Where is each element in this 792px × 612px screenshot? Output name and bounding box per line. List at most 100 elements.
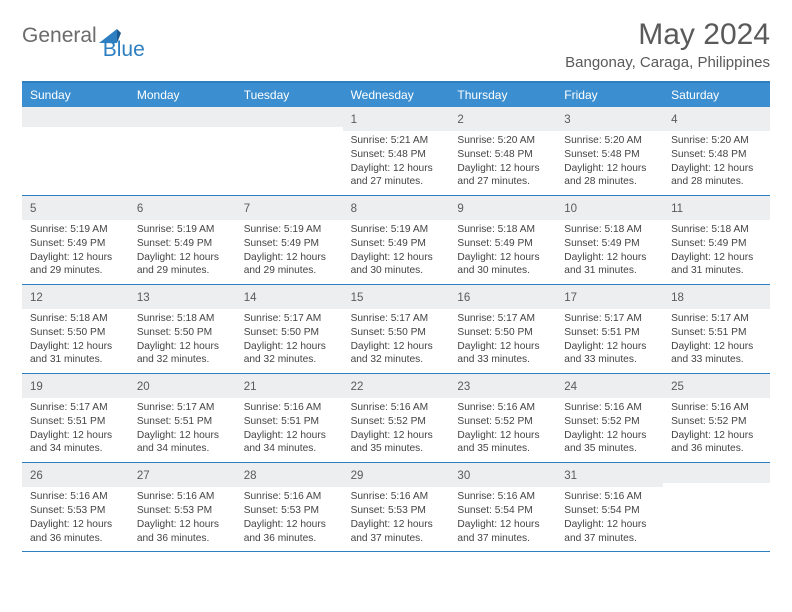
sunset-text: Sunset: 5:53 PM	[30, 504, 121, 518]
day-body: Sunrise: 5:19 AMSunset: 5:49 PMDaylight:…	[343, 220, 450, 284]
day-cell	[663, 463, 770, 551]
day-cell: 20Sunrise: 5:17 AMSunset: 5:51 PMDayligh…	[129, 374, 236, 462]
week-row: 19Sunrise: 5:17 AMSunset: 5:51 PMDayligh…	[22, 374, 770, 463]
logo: General Blue	[22, 18, 145, 48]
day-number: 22	[351, 381, 364, 393]
day-cell: 2Sunrise: 5:20 AMSunset: 5:48 PMDaylight…	[449, 107, 556, 195]
day-number-wrap: 8	[343, 196, 450, 220]
dow-header-cell: Friday	[556, 83, 663, 107]
day-number-wrap: 30	[449, 463, 556, 487]
week-row: 5Sunrise: 5:19 AMSunset: 5:49 PMDaylight…	[22, 196, 770, 285]
day-body: Sunrise: 5:17 AMSunset: 5:50 PMDaylight:…	[449, 309, 556, 373]
week-row: 26Sunrise: 5:16 AMSunset: 5:53 PMDayligh…	[22, 463, 770, 552]
day-body: Sunrise: 5:18 AMSunset: 5:50 PMDaylight:…	[22, 309, 129, 373]
day-number-wrap: 1	[343, 107, 450, 131]
day-number: 14	[244, 292, 257, 304]
day-cell: 19Sunrise: 5:17 AMSunset: 5:51 PMDayligh…	[22, 374, 129, 462]
day-number-wrap	[663, 463, 770, 483]
day-number-wrap: 22	[343, 374, 450, 398]
sunrise-text: Sunrise: 5:20 AM	[564, 134, 655, 148]
day-cell: 28Sunrise: 5:16 AMSunset: 5:53 PMDayligh…	[236, 463, 343, 551]
sunset-text: Sunset: 5:52 PM	[671, 415, 762, 429]
sunrise-text: Sunrise: 5:18 AM	[671, 223, 762, 237]
day-number: 23	[457, 381, 470, 393]
day-number: 15	[351, 292, 364, 304]
daylight-text: Daylight: 12 hours and 28 minutes.	[564, 162, 655, 190]
day-body: Sunrise: 5:16 AMSunset: 5:52 PMDaylight:…	[556, 398, 663, 462]
sunrise-text: Sunrise: 5:21 AM	[351, 134, 442, 148]
day-number: 26	[30, 470, 43, 482]
day-number: 29	[351, 470, 364, 482]
day-number-wrap: 13	[129, 285, 236, 309]
day-cell: 26 Sunrise: 5:16 AMSunset: 5:53 PMDayligh…	[22, 463, 129, 551]
day-body: Sunrise: 5:20 AMSunset: 5:48 PMDaylight:…	[449, 131, 556, 195]
day-number-wrap: 16	[449, 285, 556, 309]
day-cell: 24Sunrise: 5:16 AMSunset: 5:52 PMDayligh…	[556, 374, 663, 462]
day-number-wrap: 6	[129, 196, 236, 220]
day-number: 18	[671, 292, 684, 304]
sunrise-text: Sunrise: 5:18 AM	[457, 223, 548, 237]
day-body: Sunrise: 5:16 AMSunset: 5:53 PMDaylight:…	[22, 487, 129, 551]
sunset-text: Sunset: 5:53 PM	[137, 504, 228, 518]
day-number-wrap: 7	[236, 196, 343, 220]
sunrise-text: Sunrise: 5:17 AM	[244, 312, 335, 326]
day-cell: 21Sunrise: 5:16 AMSunset: 5:51 PMDayligh…	[236, 374, 343, 462]
sunrise-text: Sunrise: 5:16 AM	[564, 490, 655, 504]
sunrise-text: Sunrise: 5:17 AM	[457, 312, 548, 326]
day-body: Sunrise: 5:19 AMSunset: 5:49 PMDaylight:…	[236, 220, 343, 284]
daylight-text: Daylight: 12 hours and 36 minutes.	[244, 518, 335, 546]
daylight-text: Daylight: 12 hours and 28 minutes.	[671, 162, 762, 190]
day-number: 4	[671, 114, 677, 126]
day-number-wrap: 10	[556, 196, 663, 220]
day-cell: 5Sunrise: 5:19 AMSunset: 5:49 PMDaylight…	[22, 196, 129, 284]
sunrise-text: Sunrise: 5:18 AM	[564, 223, 655, 237]
sunset-text: Sunset: 5:51 PM	[137, 415, 228, 429]
day-cell	[129, 107, 236, 195]
sunset-text: Sunset: 5:53 PM	[351, 504, 442, 518]
daylight-text: Daylight: 12 hours and 34 minutes.	[30, 429, 121, 457]
dow-header-cell: Tuesday	[236, 83, 343, 107]
sunrise-text: Sunrise: 5:19 AM	[244, 223, 335, 237]
sunrise-text: Sunrise: 5:17 AM	[564, 312, 655, 326]
daylight-text: Daylight: 12 hours and 32 minutes.	[137, 340, 228, 368]
sunset-text: Sunset: 5:50 PM	[137, 326, 228, 340]
day-body: Sunrise: 5:17 AMSunset: 5:51 PMDaylight:…	[556, 309, 663, 373]
daylight-text: Daylight: 12 hours and 35 minutes.	[351, 429, 442, 457]
day-number: 19	[30, 381, 43, 393]
day-number-wrap: 28	[236, 463, 343, 487]
daylight-text: Daylight: 12 hours and 29 minutes.	[30, 251, 121, 279]
day-cell: 13Sunrise: 5:18 AMSunset: 5:50 PMDayligh…	[129, 285, 236, 373]
day-body: Sunrise: 5:16 AMSunset: 5:54 PMDaylight:…	[556, 487, 663, 551]
day-body: Sunrise: 5:18 AMSunset: 5:49 PMDaylight:…	[663, 220, 770, 284]
day-number-wrap: 11	[663, 196, 770, 220]
day-cell: 7Sunrise: 5:19 AMSunset: 5:49 PMDaylight…	[236, 196, 343, 284]
day-number: 3	[564, 114, 570, 126]
day-number-wrap: 12	[22, 285, 129, 309]
sunrise-text: Sunrise: 5:16 AM	[671, 401, 762, 415]
day-cell: 17 Sunrise: 5:17 AMSunset: 5:51 PMDayligh…	[556, 285, 663, 373]
sunrise-text: Sunrise: 5:20 AM	[671, 134, 762, 148]
day-number-wrap: 25	[663, 374, 770, 398]
sunset-text: Sunset: 5:50 PM	[244, 326, 335, 340]
day-number-wrap	[22, 107, 129, 127]
day-cell: 25Sunrise: 5:16 AMSunset: 5:52 PMDayligh…	[663, 374, 770, 462]
daylight-text: Daylight: 12 hours and 33 minutes.	[457, 340, 548, 368]
day-number-wrap: 18	[663, 285, 770, 309]
sunset-text: Sunset: 5:49 PM	[457, 237, 548, 251]
day-body: Sunrise: 5:16 AMSunset: 5:54 PMDaylight:…	[449, 487, 556, 551]
daylight-text: Daylight: 12 hours and 29 minutes.	[137, 251, 228, 279]
day-cell	[236, 107, 343, 195]
day-number: 17	[564, 292, 577, 304]
sunrise-text: Sunrise: 5:19 AM	[30, 223, 121, 237]
day-cell: 14 Sunrise: 5:17 AMSunset: 5:50 PMDayligh…	[236, 285, 343, 373]
sunrise-text: Sunrise: 5:16 AM	[564, 401, 655, 415]
day-cell: 16Sunrise: 5:17 AMSunset: 5:50 PMDayligh…	[449, 285, 556, 373]
day-body: Sunrise: 5:17 AMSunset: 5:50 PMDaylight:…	[236, 309, 343, 373]
day-cell	[22, 107, 129, 195]
day-number-wrap: 26	[22, 463, 129, 487]
day-cell: 6Sunrise: 5:19 AMSunset: 5:49 PMDaylight…	[129, 196, 236, 284]
daylight-text: Daylight: 12 hours and 37 minutes.	[351, 518, 442, 546]
sunrise-text: Sunrise: 5:16 AM	[30, 490, 121, 504]
day-body: Sunrise: 5:21 AMSunset: 5:48 PMDaylight:…	[343, 131, 450, 195]
day-body: Sunrise: 5:16 AMSunset: 5:52 PMDaylight:…	[343, 398, 450, 462]
